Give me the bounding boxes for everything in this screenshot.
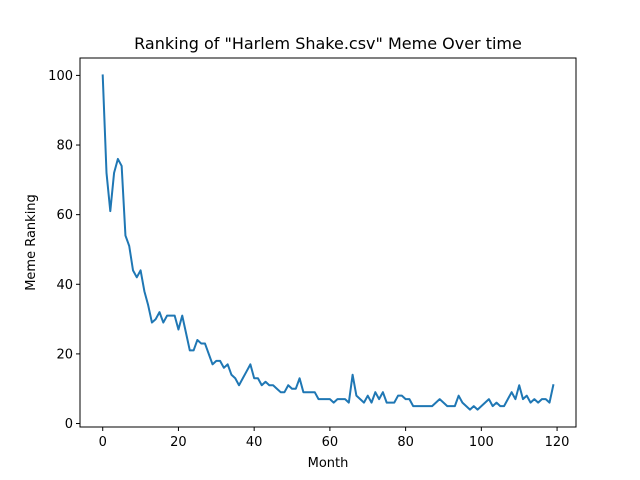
plot-frame xyxy=(79,57,577,428)
y-tick-label: 0 xyxy=(65,417,73,432)
x-tick-label: 120 xyxy=(545,435,570,450)
x-tick-label: 60 xyxy=(322,435,339,450)
x-tick-label: 80 xyxy=(397,435,414,450)
x-tick-label: 20 xyxy=(170,435,187,450)
axis-ticks: 0 20 40 60 80 100 120 0 20 40 60 80 100 xyxy=(48,69,569,450)
x-tick-label: 0 xyxy=(99,435,107,450)
chart-title: Ranking of "Harlem Shake.csv" Meme Over … xyxy=(134,34,522,53)
y-axis-title: Meme Ranking xyxy=(24,194,39,291)
y-tick-label: 60 xyxy=(56,208,73,223)
x-axis-title: Month xyxy=(308,456,349,471)
series-line xyxy=(101,74,555,411)
y-tick-label: 80 xyxy=(56,139,73,154)
x-tick-label: 40 xyxy=(246,435,263,450)
y-tick-label: 100 xyxy=(48,69,73,84)
plot-area xyxy=(101,74,555,411)
y-tick-label: 40 xyxy=(56,278,73,293)
y-tick-label: 20 xyxy=(56,347,73,362)
x-tick-label: 100 xyxy=(469,435,494,450)
